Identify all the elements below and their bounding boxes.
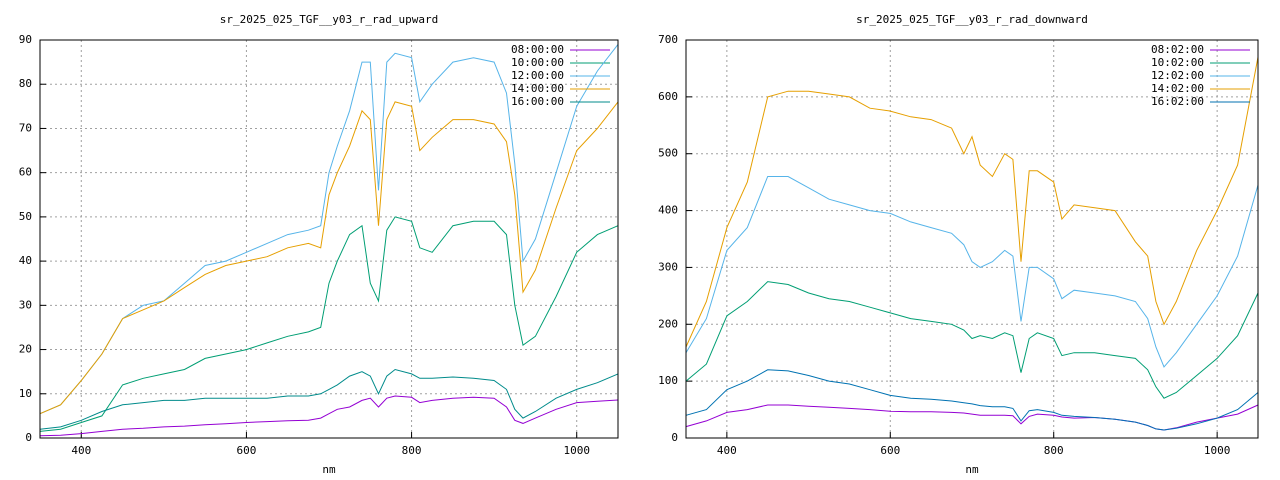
y-tick-label: 50 <box>19 210 32 223</box>
y-tick-label: 40 <box>19 254 32 267</box>
legend-label: 16:00:00 <box>511 95 564 108</box>
y-tick-label: 500 <box>658 147 678 160</box>
y-tick-label: 90 <box>19 33 32 46</box>
legend-label: 10:00:00 <box>511 56 564 69</box>
y-tick-label: 0 <box>25 431 32 444</box>
series-line <box>39 101 619 415</box>
x-tick-label: 1000 <box>563 444 590 457</box>
y-tick-label: 700 <box>658 33 678 46</box>
x-axis-label: nm <box>322 463 336 476</box>
series-line <box>685 176 1259 368</box>
x-tick-label: 600 <box>236 444 256 457</box>
y-tick-label: 100 <box>658 374 678 387</box>
x-axis-label: nm <box>965 463 979 476</box>
x-tick-label: 800 <box>402 444 422 457</box>
y-tick-label: 20 <box>19 343 32 356</box>
series-line <box>685 281 1259 399</box>
x-tick-label: 800 <box>1044 444 1064 457</box>
series-line <box>39 368 619 430</box>
chart-title: sr_2025_025_TGF__y03_r_rad_downward <box>856 13 1088 26</box>
series-line <box>685 369 1259 431</box>
y-tick-label: 60 <box>19 166 32 179</box>
series-line <box>39 395 619 437</box>
legend-label: 12:00:00 <box>511 69 564 82</box>
y-tick-label: 30 <box>19 298 32 311</box>
legend-label: 14:00:00 <box>511 82 564 95</box>
legend-label: 14:02:00 <box>1151 82 1204 95</box>
plot-frame <box>685 39 1259 439</box>
x-tick-label: 600 <box>880 444 900 457</box>
y-tick-label: 400 <box>658 204 678 217</box>
legend-label: 10:02:00 <box>1151 56 1204 69</box>
legend-label: 16:02:00 <box>1151 95 1204 108</box>
y-tick-label: 80 <box>19 77 32 90</box>
series-line <box>685 57 1259 348</box>
x-tick-label: 1000 <box>1204 444 1231 457</box>
legend-label: 12:02:00 <box>1151 69 1204 82</box>
y-tick-label: 600 <box>658 90 678 103</box>
y-tick-label: 0 <box>671 431 678 444</box>
x-tick-label: 400 <box>717 444 737 457</box>
y-tick-label: 300 <box>658 260 678 273</box>
x-tick-label: 400 <box>71 444 91 457</box>
plot-frame <box>39 39 619 439</box>
legend-label: 08:02:00 <box>1151 43 1204 56</box>
chart-title: sr_2025_025_TGF__y03_r_rad_upward <box>220 13 439 26</box>
y-tick-label: 10 <box>19 387 32 400</box>
series-line <box>39 216 619 432</box>
y-tick-label: 200 <box>658 317 678 330</box>
series-line <box>685 404 1259 431</box>
y-tick-label: 70 <box>19 121 32 134</box>
legend-label: 08:00:00 <box>511 43 564 56</box>
